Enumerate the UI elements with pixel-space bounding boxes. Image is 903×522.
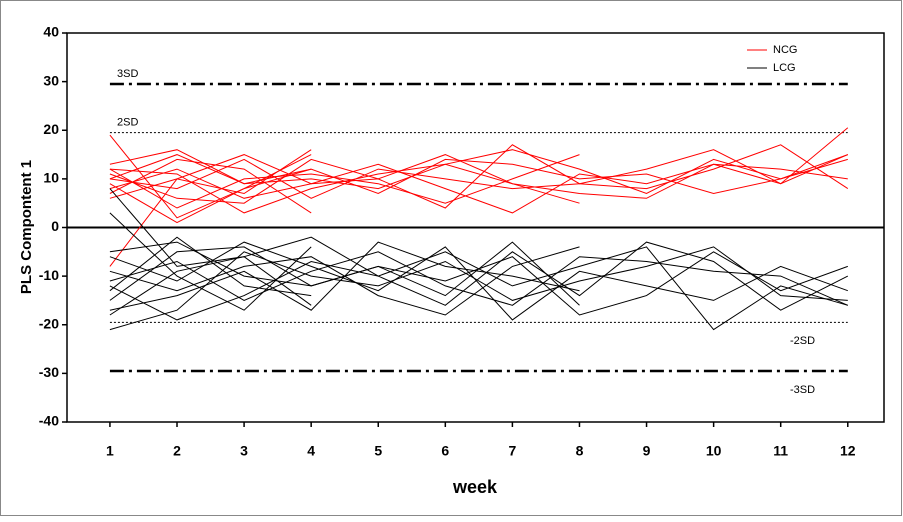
x-tick-label: 5 [374,443,382,459]
legend-label: LCG [773,62,796,74]
x-tick-label: 10 [706,443,722,459]
x-tick-label: 1 [106,443,114,459]
y-tick-label: -30 [39,364,59,380]
series-line [109,149,312,267]
x-tick-label: 6 [441,443,449,459]
x-tick-label: 4 [307,443,315,459]
x-tick-label: 8 [576,443,584,459]
series-line [109,154,848,214]
reference-label: 3SD [117,68,138,80]
series-line [109,158,848,224]
x-tick-label: 3 [240,443,248,459]
y-tick-label: 0 [51,218,59,234]
x-axis-label: week [452,477,498,497]
series-line [109,241,580,311]
series-line [109,246,848,331]
y-tick-label: -20 [39,315,59,331]
x-tick-label: 2 [173,443,181,459]
reference-label: -2SD [790,335,815,347]
series-line [109,212,312,311]
series-line [109,154,580,209]
y-axis-label: PLS Compontent 1 [18,160,35,294]
series-line [109,251,848,306]
y-tick-label: -10 [39,267,59,283]
reference-label: -3SD [790,384,815,396]
x-tick-label: 12 [840,443,856,459]
legend-label: NCG [773,44,797,56]
series-line [109,236,312,297]
series-line [109,158,312,214]
reference-label: 2SD [117,117,138,129]
y-tick-label: 20 [43,121,59,137]
x-tick-label: 9 [643,443,651,459]
series-line [109,127,849,199]
series-line [109,149,848,195]
series-line [109,154,312,185]
series-line [109,154,580,204]
y-tick-label: -40 [39,413,59,429]
y-tick-label: 30 [43,72,59,88]
x-tick-label: 7 [508,443,516,459]
y-tick-label: 40 [43,24,59,40]
series-line [109,246,848,316]
series-line [109,236,849,316]
series-line [109,154,848,214]
y-tick-label: 10 [43,170,59,186]
series-line [109,241,848,321]
x-tick-label: 11 [773,443,788,459]
